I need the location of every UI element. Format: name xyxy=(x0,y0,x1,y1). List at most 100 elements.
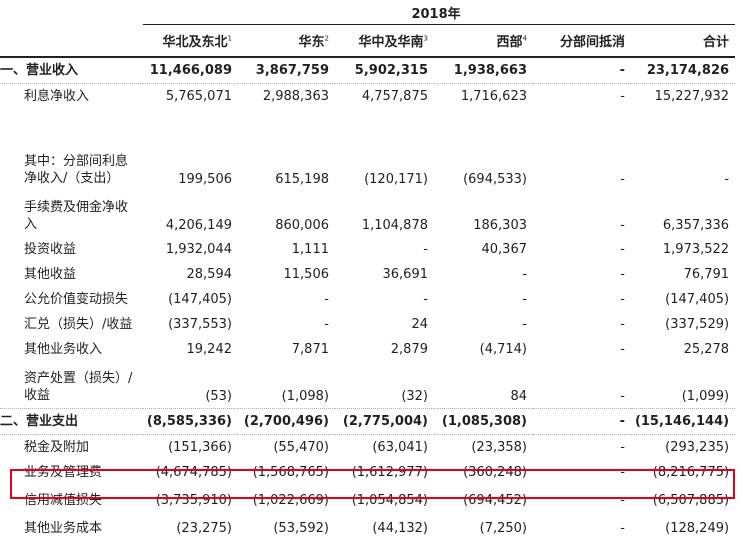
cell-value: 186,303 xyxy=(473,218,527,233)
cell-value: - xyxy=(620,218,625,233)
table-row: 资产处置（损失）/收益 (53) (1,098) (32) 84 - (1,09… xyxy=(0,362,736,409)
col-header-west: 西部4 xyxy=(434,24,533,58)
cell-value: - xyxy=(324,317,329,332)
col-header-north: 华北及东北1 xyxy=(143,24,238,58)
row-label: 手续费及佣金净收入 xyxy=(24,200,129,232)
cell-value: - xyxy=(620,342,625,357)
row-label: 信用减值损失 xyxy=(24,493,103,508)
col-header-total: 合计 xyxy=(631,24,736,58)
cell-value: - xyxy=(620,292,625,307)
cell-value: - xyxy=(620,493,625,508)
cell-value: (1,054,854) xyxy=(351,493,428,508)
row-label: 一、营业收入 xyxy=(0,57,143,84)
table-row: 手续费及佣金净收入 4,206,149 860,006 1,104,878 18… xyxy=(0,191,735,237)
table-row: 利息净收入 5,765,071 2,988,363 4,757,875 1,71… xyxy=(0,84,735,110)
row-label: 税金及附加 xyxy=(24,440,90,455)
cell-value: (3,735,910) xyxy=(155,493,232,508)
cell-value: (23,358) xyxy=(471,440,527,455)
cell-value: (293,235) xyxy=(665,440,730,455)
cell-value: - xyxy=(533,362,631,409)
row-label: 其他业务收入 xyxy=(24,342,103,357)
cell-value: (15,146,144) xyxy=(631,408,736,435)
cell-value: (2,700,496) xyxy=(238,408,335,435)
year-header: 2018年 xyxy=(143,0,736,25)
cell-value: 28,594 xyxy=(186,267,233,282)
row-label: 汇兑（损失）/收益 xyxy=(24,317,133,332)
table-row-highlighted: 信用减值损失 (3,735,910) (1,022,669) (1,054,85… xyxy=(0,485,735,516)
cell-value: - xyxy=(620,440,625,455)
cell-value: - xyxy=(620,465,625,480)
table-row: 汇兑（损失）/收益 (337,553) - 24 - - (337,529) xyxy=(0,312,735,337)
year-header-spacer xyxy=(0,0,143,25)
cell-value: - xyxy=(522,292,527,307)
cell-value: 1,932,044 xyxy=(165,242,232,257)
cell-value: 25,278 xyxy=(683,342,730,357)
cell-value: 24 xyxy=(411,317,428,332)
row-label: 其他收益 xyxy=(24,267,77,282)
cell-value: 40,367 xyxy=(481,242,528,257)
column-header-spacer xyxy=(0,24,143,58)
cell-value: (32) xyxy=(335,362,434,409)
cell-value: 76,791 xyxy=(683,267,730,282)
cell-value: (55,470) xyxy=(273,440,329,455)
cell-value: - xyxy=(620,89,625,104)
cell-value: (337,553) xyxy=(168,317,232,332)
cell-value: 4,757,875 xyxy=(361,89,428,104)
cell-value: (1,022,669) xyxy=(252,493,329,508)
col-header-central-south: 华中及华南3 xyxy=(335,24,434,58)
cell-value: (8,216,775) xyxy=(652,465,730,480)
row-label: 利息净收入 xyxy=(24,89,90,104)
cell-value: 5,902,315 xyxy=(335,57,434,84)
year-header-row: 2018年 xyxy=(0,0,736,25)
cell-value: - xyxy=(724,172,730,187)
cell-value: (1,085,308) xyxy=(434,408,533,435)
table-row: 一、营业收入 11,466,089 3,867,759 5,902,315 1,… xyxy=(0,57,736,84)
cell-value: 615,198 xyxy=(275,172,329,187)
row-label: 投资收益 xyxy=(24,242,77,257)
cell-value: (53) xyxy=(143,362,238,409)
cell-value: (1,099) xyxy=(631,362,736,409)
cell-value: (4,674,785) xyxy=(155,465,232,480)
cell-value: 5,765,071 xyxy=(165,89,232,104)
cell-value: 199,506 xyxy=(178,172,232,187)
segment-report-page: 2018年 华北及东北1 华东2 华中及华南3 西部4 分部间抵消 合计 一、营… xyxy=(0,0,736,536)
cell-value: (120,171) xyxy=(364,172,428,187)
cell-value: 7,871 xyxy=(291,342,329,357)
cell-value: 860,006 xyxy=(275,218,329,233)
cell-value: 15,227,932 xyxy=(654,89,730,104)
table-row: 业务及管理费 (4,674,785) (1,568,765) (1,612,97… xyxy=(0,460,735,485)
cell-value: - xyxy=(324,292,329,307)
cell-value: (360,248) xyxy=(463,465,527,480)
cell-value: (63,041) xyxy=(372,440,428,455)
cell-value: 11,506 xyxy=(283,267,330,282)
table-row: 公允价值变动损失 (147,405) - - - - (147,405) xyxy=(0,287,735,312)
cell-value: (1,098) xyxy=(238,362,335,409)
table-row: 其他业务收入 19,242 7,871 2,879 (4,714) - 25,2… xyxy=(0,337,735,362)
cell-value: (151,366) xyxy=(168,440,232,455)
cell-value: - xyxy=(423,242,428,257)
cell-value: (147,405) xyxy=(665,292,730,307)
cell-value: 1,111 xyxy=(291,242,329,257)
cell-value: (6,507,885) xyxy=(652,493,730,508)
cell-value: 36,691 xyxy=(382,267,429,282)
cell-value: (4,714) xyxy=(479,342,527,357)
table-row: 其他收益 28,594 11,506 36,691 - - 76,791 xyxy=(0,262,735,287)
cell-value: - xyxy=(620,172,625,187)
row-label: 公允价值变动损失 xyxy=(24,292,129,307)
row-label: 其中：分部间利息净收入/（支出） xyxy=(24,154,129,186)
cell-value: - xyxy=(620,267,625,282)
table-row: 其中：分部间利息净收入/（支出） 199,506 615,198 (120,17… xyxy=(0,109,735,191)
cell-value: 4,206,149 xyxy=(165,218,232,233)
cell-value: (8,585,336) xyxy=(143,408,238,435)
cell-value: 1,716,623 xyxy=(460,89,527,104)
cell-value: 1,938,663 xyxy=(434,57,533,84)
table-row: 二、营业支出 (8,585,336) (2,700,496) (2,775,00… xyxy=(0,408,736,435)
cell-value: - xyxy=(522,267,527,282)
cell-value: (694,533) xyxy=(463,172,527,187)
row-label: 业务及管理费 xyxy=(24,465,103,480)
cell-value: 84 xyxy=(434,362,533,409)
cell-value: 1,104,878 xyxy=(361,218,428,233)
row-label: 二、营业支出 xyxy=(0,408,143,435)
